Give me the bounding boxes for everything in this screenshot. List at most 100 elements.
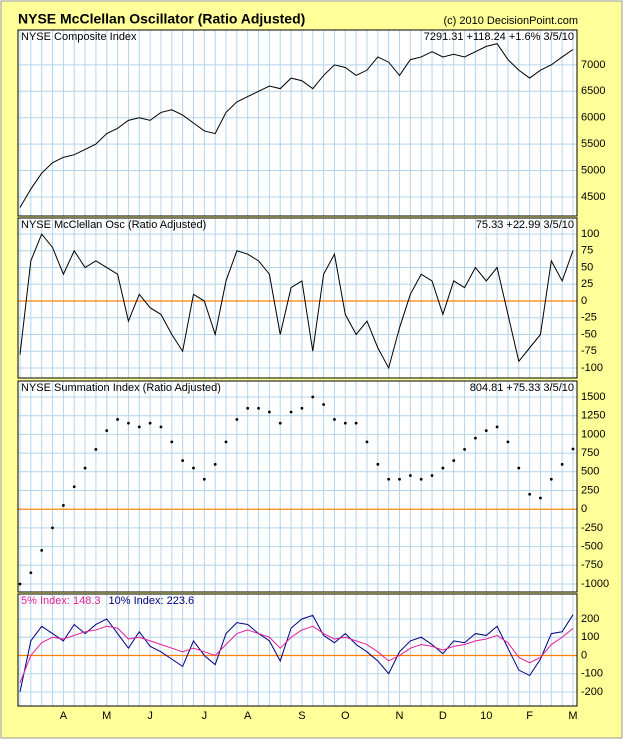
y-tick-label: -250 (581, 522, 603, 534)
legend-entry: 10% Index: 223.6 (109, 595, 195, 607)
data-dot (300, 406, 304, 410)
data-dot (419, 477, 423, 481)
x-tick-label: A (244, 710, 252, 722)
plot-area (18, 30, 577, 216)
copyright: (c) 2010 DecisionPoint.com (443, 15, 578, 27)
data-dot (257, 406, 260, 410)
data-dot (246, 406, 250, 410)
series-line (19, 43, 574, 208)
data-dot (278, 421, 282, 425)
data-dot (29, 571, 33, 575)
panel-info: 7291.31 +118.24 +1.6% 3/5/10 (424, 31, 574, 43)
data-dot (192, 466, 195, 470)
panel-border (17, 593, 578, 707)
y-tick-label: -25 (581, 312, 597, 324)
y-tick-label: -200 (581, 686, 603, 698)
data-dot (495, 425, 499, 429)
data-dot (94, 447, 98, 451)
series-line (19, 614, 574, 693)
data-dot (235, 418, 239, 421)
data-dot (267, 410, 271, 414)
data-dot (430, 474, 434, 477)
y-tick-label: -1000 (581, 578, 609, 590)
data-dot (224, 440, 228, 444)
y-tick-label: 25 (581, 278, 593, 290)
page-title: NYSE McClellan Oscillator (Ratio Adjuste… (18, 11, 305, 27)
y-tick-label: 500 (581, 466, 599, 478)
x-tick-label: M (102, 710, 111, 722)
data-dot (116, 418, 119, 421)
data-dot (127, 421, 130, 425)
data-dot (343, 421, 347, 425)
data-dot (387, 477, 391, 481)
data-dot (202, 477, 206, 481)
x-tick-label: M (568, 710, 577, 722)
y-tick-label: 100 (581, 228, 599, 240)
panel-title: NYSE Summation Index (Ratio Adjusted) (21, 382, 221, 394)
data-dot (365, 440, 369, 444)
data-dot (549, 477, 553, 481)
data-dot (506, 440, 510, 444)
series-line (19, 625, 574, 684)
x-tick-label: A (60, 710, 68, 722)
x-tick-label: J (147, 710, 153, 722)
y-tick-label: -100 (581, 362, 603, 374)
data-dot (181, 459, 185, 462)
y-tick-label: 0 (581, 295, 587, 307)
data-dot (333, 418, 336, 421)
y-tick-label: -50 (581, 328, 597, 340)
data-dot (539, 496, 542, 500)
data-dot (560, 462, 564, 466)
y-tick-label: 0 (581, 503, 587, 515)
y-tick-label: 75 (581, 245, 593, 257)
data-dot (105, 429, 109, 433)
data-dot (441, 466, 445, 470)
y-tick-label: 6000 (581, 112, 605, 124)
panel-border (17, 29, 578, 217)
y-tick-label: 1000 (581, 428, 605, 440)
legend-entry: 5% Index: 148.3 (21, 595, 101, 607)
data-dot (322, 403, 326, 406)
data-dot (170, 440, 174, 444)
panel-info: 804.81 +75.33 3/5/10 (470, 382, 574, 394)
y-tick-label: 7000 (581, 59, 605, 71)
data-dot (484, 429, 488, 433)
data-dot (311, 395, 315, 399)
y-tick-label: -500 (581, 541, 603, 553)
y-tick-label: 0 (581, 649, 587, 661)
panel-info: 75.33 +22.99 3/5/10 (476, 219, 574, 231)
y-tick-label: 1250 (581, 410, 605, 422)
x-tick-label: 10 (480, 710, 492, 722)
y-tick-label: 200 (581, 613, 599, 625)
data-dot (571, 447, 575, 451)
plot-area (18, 381, 577, 592)
data-dot (474, 436, 477, 440)
x-tick-label: F (526, 710, 533, 722)
y-tick-label: 5500 (581, 138, 605, 150)
data-dot (40, 548, 44, 552)
data-dot (18, 582, 22, 586)
data-dot (528, 492, 532, 496)
y-tick-label: 100 (581, 631, 599, 643)
data-dot (408, 474, 412, 477)
data-dot (137, 425, 141, 429)
series-line (19, 233, 574, 370)
data-dot (517, 466, 521, 470)
y-tick-label: 4500 (581, 191, 605, 203)
panel-title: NYSE McClellan Osc (Ratio Adjusted) (21, 219, 206, 231)
y-tick-label: -75 (581, 345, 597, 357)
x-tick-label: D (439, 710, 447, 722)
data-dot (61, 504, 65, 507)
y-tick-label: -750 (581, 559, 603, 571)
y-tick-label: 1500 (581, 391, 605, 403)
panel-title: NYSE Composite Index (21, 31, 137, 43)
data-dot (376, 462, 380, 466)
x-tick-label: N (396, 710, 404, 722)
y-tick-label: -100 (581, 668, 603, 680)
data-dot (463, 447, 466, 451)
data-dot (398, 477, 401, 481)
y-tick-label: 6500 (581, 85, 605, 97)
y-tick-label: 250 (581, 484, 599, 496)
data-dot (354, 421, 358, 425)
